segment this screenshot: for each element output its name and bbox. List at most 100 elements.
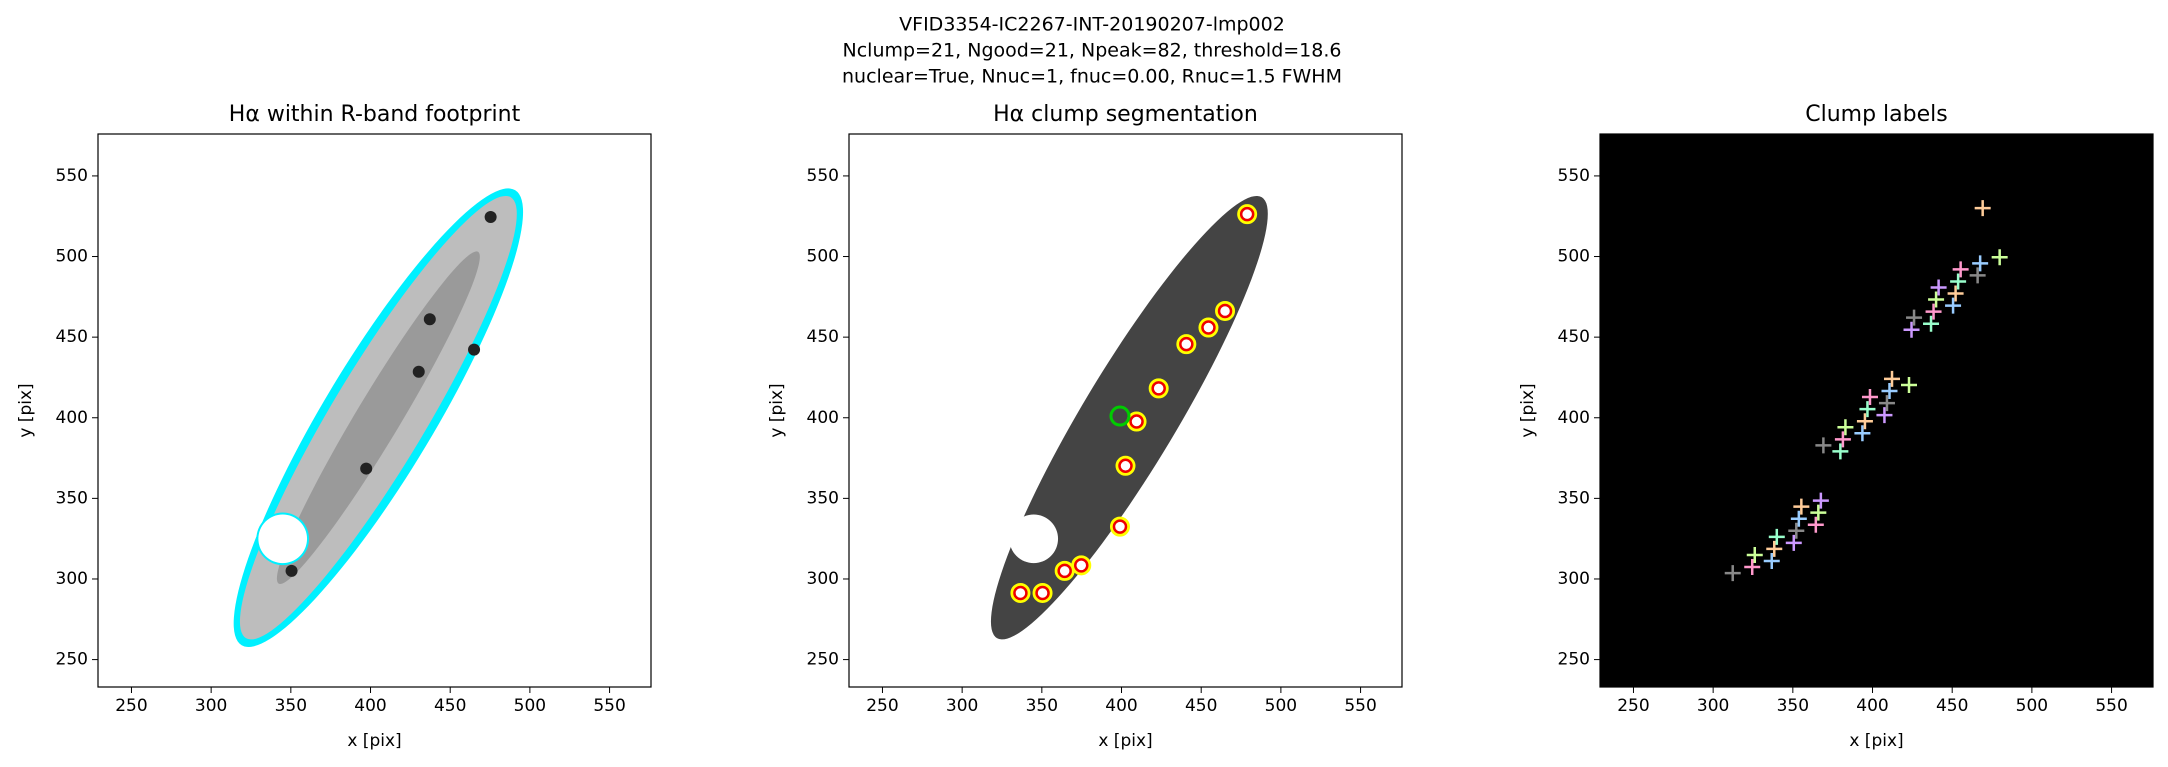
clump <box>1201 320 1216 335</box>
y-tick-label: 550 <box>1558 166 1590 186</box>
clump-marker <box>1925 303 1942 320</box>
x-tick-label: 250 <box>115 696 147 716</box>
axes-frame <box>97 133 652 688</box>
clump-marker <box>1881 383 1898 400</box>
clump <box>1215 300 1236 321</box>
clump-marker <box>1950 273 1967 290</box>
x-tick-label: 450 <box>434 696 466 716</box>
clump-marker <box>1945 297 1962 314</box>
panel-title: Hα clump segmentation <box>993 102 1258 127</box>
clump-marker <box>1746 546 1763 563</box>
clump-marker <box>1766 540 1783 557</box>
y-tick-label: 400 <box>807 408 839 428</box>
clump <box>1118 458 1133 474</box>
x-tick-label: 250 <box>1617 696 1649 716</box>
x-tick-label: 400 <box>354 696 386 716</box>
clump-marker <box>1810 504 1827 521</box>
y-tick-label: 450 <box>807 327 839 347</box>
clump-marker <box>1832 443 1849 460</box>
clump-marker <box>1928 291 1945 308</box>
x-tick-label: 350 <box>1026 696 1058 716</box>
y-tick-label: 550 <box>807 166 839 186</box>
x-tick-label: 300 <box>946 696 978 716</box>
y-tick-label: 250 <box>807 650 839 670</box>
hotspot <box>412 365 425 378</box>
x-tick-label: 300 <box>1697 696 1729 716</box>
x-tick-label: 300 <box>195 696 227 716</box>
clump <box>1035 585 1050 601</box>
x-tick-label: 500 <box>2016 696 2048 716</box>
clump <box>1151 381 1166 396</box>
y-tick-label: 400 <box>1558 408 1590 428</box>
x-axis-label: x [pix] <box>347 731 401 751</box>
clump-marker <box>1952 261 1969 278</box>
clump-marker <box>1854 425 1871 442</box>
clump <box>1010 582 1031 603</box>
panel-title: Clump labels <box>1805 102 1947 127</box>
nucleus-mask <box>258 514 308 564</box>
clump-marker <box>1793 498 1810 515</box>
clump <box>1074 558 1089 573</box>
image-content <box>233 188 524 647</box>
clump-marker <box>1763 553 1780 570</box>
image-content <box>990 195 1268 640</box>
y-tick-label: 250 <box>1558 650 1590 670</box>
x-tick-label: 550 <box>1344 696 1376 716</box>
clump-marker <box>1807 516 1824 533</box>
clump <box>1057 563 1072 579</box>
clump-marker <box>1861 389 1878 406</box>
clump-marker <box>1837 419 1854 436</box>
y-axis-label: y [pix] <box>16 383 36 437</box>
hotspot <box>484 210 497 223</box>
y-tick-label: 450 <box>1558 327 1590 347</box>
galaxy-core <box>276 251 480 584</box>
hotspot <box>468 343 481 356</box>
clump-marker <box>1906 309 1923 326</box>
clump <box>1179 336 1194 352</box>
y-tick-label: 350 <box>807 488 839 508</box>
clump <box>1013 585 1028 601</box>
x-tick-label: 450 <box>1185 696 1217 716</box>
hotspot <box>423 313 436 326</box>
x-tick-label: 550 <box>2095 696 2127 716</box>
clump-marker <box>1856 413 1873 430</box>
clump <box>1071 555 1092 576</box>
clump-marker <box>1859 401 1876 418</box>
y-tick-label: 350 <box>1558 488 1590 508</box>
clump-marker <box>1991 249 2008 266</box>
x-tick-label: 500 <box>514 696 546 716</box>
clump-marker <box>1923 315 1940 332</box>
x-tick-label: 350 <box>1777 696 1809 716</box>
clump-marker <box>1785 534 1802 551</box>
hotspot <box>360 462 373 475</box>
y-tick-label: 400 <box>56 408 88 428</box>
y-tick-label: 300 <box>807 569 839 589</box>
panel-title: Hα within R-band footprint <box>229 102 521 127</box>
x-tick-label: 400 <box>1105 696 1137 716</box>
y-tick-label: 250 <box>56 650 88 670</box>
clump <box>1239 206 1255 222</box>
clump-marker <box>1724 565 1741 582</box>
clump-marker <box>1972 255 1989 272</box>
clump-marker <box>1744 559 1761 576</box>
x-tick-label: 400 <box>1856 696 1888 716</box>
clump-marker <box>1878 395 1895 412</box>
figure-title: nuclear=True, Nnuc=1, fnuc=0.00, Rnuc=1.… <box>842 66 1342 88</box>
clump <box>1129 414 1144 429</box>
x-tick-label: 350 <box>275 696 307 716</box>
figure-title: VFID3354-IC2267-INT-20190207-lmp002 <box>899 14 1285 36</box>
clump <box>1237 204 1258 225</box>
hotspot <box>285 564 298 577</box>
y-tick-label: 300 <box>1558 569 1590 589</box>
clump-marker <box>1815 437 1832 454</box>
image-content <box>1724 200 2008 582</box>
clump <box>1054 560 1075 581</box>
clump-marker <box>1790 510 1807 527</box>
clump-marker <box>1884 370 1901 387</box>
clump <box>1217 303 1233 319</box>
clump-marker <box>1947 285 1964 302</box>
axes-frame <box>848 133 1403 688</box>
y-tick-label: 350 <box>56 488 88 508</box>
clump <box>1148 378 1169 399</box>
